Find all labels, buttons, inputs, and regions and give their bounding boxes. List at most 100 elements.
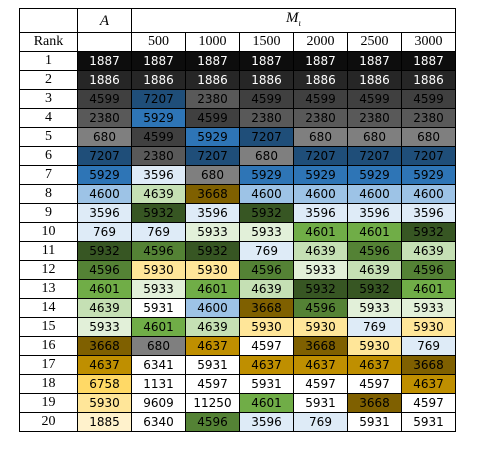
m-value-cell: 7207 [239,127,294,147]
m-value-cell: 3596 [131,165,186,185]
m-value-cell: 5933 [131,279,186,299]
m-value-cell: 4596 [347,241,402,261]
m-value-cell: 4596 [185,412,240,432]
m-value-cell: 1886 [293,70,348,90]
rank-cell: 10 [19,222,78,242]
m-value-cell: 1886 [131,70,186,90]
m-value-cell: 5933 [185,222,240,242]
m-value-cell: 4601 [400,279,457,299]
m-value-cell: 5932 [131,203,186,223]
m-value-cell: 9609 [131,393,186,413]
m-value-cell: 5932 [185,241,240,261]
m-value-cell: 4596 [400,260,457,280]
rank-header: Rank [19,32,78,52]
m-value-cell: 4637 [400,374,457,394]
m-value-cell: 769 [400,336,457,356]
m-value-cell: 4637 [239,355,294,375]
m-value-cell: 5933 [347,298,402,318]
m-column-header: 2500 [347,32,402,52]
m-value-cell: 3668 [293,336,348,356]
a-value-cell: 1887 [77,51,132,71]
m-column-header: 2000 [293,32,348,52]
a-value-cell: 4639 [77,298,132,318]
m-value-cell: 1887 [400,51,457,71]
m-value-cell: 6340 [131,412,186,432]
m-value-cell: 4597 [239,336,294,356]
table-row: 13 4601 5933 4601 4639 5932 5932 4601 [19,279,457,299]
m-value-cell: 3596 [239,412,294,432]
a-value-cell: 680 [77,127,132,147]
corner-cell [19,8,78,33]
m-value-cell: 3596 [400,203,457,223]
m-value-cell: 4639 [131,184,186,204]
m-value-cell: 4597 [347,374,402,394]
table-row: 5 680 4599 5929 7207 680 680 680 [19,127,457,147]
m-value-cell: 2380 [185,89,240,109]
rank-cell: 16 [19,336,78,356]
m-value-cell: 1886 [239,70,294,90]
rank-cell: 15 [19,317,78,337]
m-value-cell: 7207 [400,146,457,166]
m-value-cell: 5932 [293,279,348,299]
m-value-cell: 4601 [293,222,348,242]
table-row: 4 2380 5929 4599 2380 2380 2380 2380 [19,108,457,128]
m-value-cell: 1887 [239,51,294,71]
rank-cell: 2 [19,70,78,90]
m-value-cell: 4639 [185,317,240,337]
m-value-cell: 4600 [347,184,402,204]
m-value-cell: 5930 [400,317,457,337]
m-value-cell: 4639 [293,241,348,261]
m-value-cell: 7207 [131,89,186,109]
table-row: 10 769 769 5933 5933 4601 4601 5932 [19,222,457,242]
m-value-cell: 7207 [185,146,240,166]
a-value-cell: 1886 [77,70,132,90]
m-value-cell: 680 [400,127,457,147]
rank-cell: 20 [19,412,78,432]
m-value-cell: 4600 [185,298,240,318]
m-value-cell: 2380 [293,108,348,128]
a-value-cell: 7207 [77,146,132,166]
rank-cell: 19 [19,393,78,413]
m-value-cell: 3596 [185,203,240,223]
a-value-cell: 4596 [77,260,132,280]
rank-cell: 11 [19,241,78,261]
a-value-cell: 2380 [77,108,132,128]
m-value-cell: 2380 [347,108,402,128]
table-row: 6 7207 2380 7207 680 7207 7207 7207 [19,146,457,166]
table-row: 20 1885 6340 4596 3596 769 5931 5931 [19,412,457,432]
m-value-cell: 6341 [131,355,186,375]
a-value-cell: 4600 [77,184,132,204]
m-value-cell: 1886 [400,70,457,90]
m-value-cell: 680 [185,165,240,185]
m-value-cell: 769 [347,317,402,337]
table-row: 16 3668 680 4637 4597 3668 5930 769 [19,336,457,356]
rank-cell: 1 [19,51,78,71]
rank-cell: 8 [19,184,78,204]
a-value-cell: 5929 [77,165,132,185]
m-value-cell: 4601 [239,393,294,413]
m-header: Mι [130,8,457,33]
a-value-cell: 4599 [77,89,132,109]
m-value-cell: 1886 [185,70,240,90]
m-value-cell: 5933 [400,298,457,318]
m-value-cell: 5930 [131,260,186,280]
m-value-cell: 4639 [400,241,457,261]
m-value-cell: 2380 [400,108,457,128]
table-row: 17 4637 6341 5931 4637 4637 4637 3668 [19,355,457,375]
a-value-cell: 4637 [77,355,132,375]
m-value-cell: 5931 [185,355,240,375]
m-value-cell: 7207 [347,146,402,166]
table-row: 14 4639 5931 4600 3668 4596 5933 5933 [19,298,457,318]
m-value-cell: 4599 [131,127,186,147]
m-column-header: 1500 [239,32,294,52]
a-value-cell: 3668 [77,336,132,356]
m-value-cell: 5931 [239,374,294,394]
m-value-cell: 5929 [185,127,240,147]
m-value-cell: 11250 [185,393,240,413]
m-value-cell: 5929 [131,108,186,128]
m-value-cell: 680 [347,127,402,147]
m-value-cell: 4597 [293,374,348,394]
rank-cell: 6 [19,146,78,166]
a-value-cell: 4601 [77,279,132,299]
a-value-cell: 5933 [77,317,132,337]
